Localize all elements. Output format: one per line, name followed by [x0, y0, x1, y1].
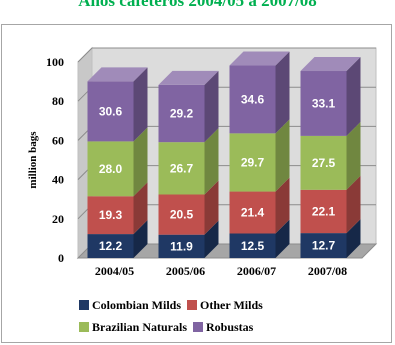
legend-row-1: Colombian Milds Other Milds — [79, 294, 369, 316]
bar-colombian-milds — [229, 233, 276, 258]
legend-label-brazilian-naturals: Brazilian Naturals — [92, 319, 187, 334]
bar-top-robustas — [300, 57, 361, 72]
bar-other-milds — [87, 196, 134, 235]
data-label: 30.6 — [99, 104, 123, 118]
data-label: 29.7 — [241, 155, 265, 169]
chart-legend: Colombian Milds Other Milds Brazilian Na… — [79, 294, 369, 338]
legend-item-other-milds: Other Milds — [187, 298, 263, 313]
gridline — [77, 47, 376, 63]
data-label: 11.9 — [170, 239, 193, 253]
bar-side-robustas — [204, 70, 219, 143]
y-tick-label: 0 — [58, 251, 64, 265]
legend-swatch-brazilian-naturals — [79, 322, 89, 332]
bar-side-brazilian-naturals — [346, 121, 361, 190]
bar-side-colombian-milds — [275, 219, 290, 258]
legend-label-robustas: Robustas — [206, 319, 254, 334]
data-label: 12.7 — [312, 239, 336, 253]
bar-top-robustas — [87, 67, 148, 82]
y-tick-label: 40 — [52, 173, 64, 187]
legend-row-2: Brazilian Naturals Robustas — [79, 316, 369, 338]
data-label: 34.6 — [241, 92, 265, 106]
data-label: 33.1 — [312, 96, 336, 110]
bar-top-robustas — [158, 70, 219, 85]
bar-other-milds — [158, 194, 205, 235]
bar-side-brazilian-naturals — [275, 119, 290, 192]
x-tick-label: 2007/08 — [308, 264, 347, 278]
data-label: 26.7 — [170, 161, 194, 175]
bar-side-other-milds — [346, 175, 361, 234]
bar-side-colombian-milds — [133, 220, 148, 258]
bar-side-other-milds — [275, 177, 290, 234]
bar-top-robustas — [229, 51, 290, 66]
bar-colombian-milds — [158, 234, 205, 258]
data-label: 19.3 — [99, 208, 123, 222]
bar-side-robustas — [275, 51, 290, 134]
legend-swatch-other-milds — [187, 300, 198, 310]
data-label: 27.5 — [312, 156, 336, 170]
bar-side-other-milds — [204, 180, 219, 235]
chart-title: Años cafeteros 2004/05 a 2007/08 — [78, 0, 317, 10]
data-label: 22.1 — [312, 204, 336, 218]
bar-brazilian-naturals — [300, 135, 347, 190]
legend-item-robustas: Robustas — [193, 320, 253, 335]
data-label: 12.2 — [99, 239, 123, 253]
bar-side-other-milds — [133, 182, 148, 235]
bar-side-brazilian-naturals — [204, 128, 219, 195]
bar-robustas — [300, 71, 347, 136]
y-axis-label: million bags — [27, 131, 39, 189]
y-tick-label: 60 — [52, 133, 64, 147]
x-tick-label: 2004/05 — [95, 264, 134, 278]
bar-side-robustas — [346, 57, 361, 136]
bar-other-milds — [229, 191, 276, 234]
legend-label-other-milds: Other Milds — [200, 297, 263, 312]
bar-other-milds — [300, 189, 347, 234]
bar-colombian-milds — [300, 233, 347, 258]
bar-colombian-milds — [87, 234, 134, 258]
bar-side-brazilian-naturals — [133, 127, 148, 197]
bar-robustas — [87, 81, 134, 142]
bar-brazilian-naturals — [229, 133, 276, 192]
bar-side-colombian-milds — [204, 220, 219, 258]
bar-brazilian-naturals — [158, 142, 205, 195]
data-label: 21.4 — [241, 206, 265, 220]
legend-item-colombian-milds: Colombian Milds — [79, 298, 181, 313]
bar-robustas — [229, 65, 276, 134]
bar-side-colombian-milds — [346, 219, 361, 258]
bar-brazilian-naturals — [87, 141, 134, 197]
data-label: 29.2 — [170, 107, 194, 121]
legend-swatch-colombian-milds — [79, 300, 89, 310]
legend-swatch-robustas — [193, 322, 203, 332]
data-label: 28.0 — [99, 162, 123, 176]
y-tick-label: 80 — [52, 94, 64, 108]
data-label: 12.5 — [241, 239, 265, 253]
legend-item-brazilian-naturals: Brazilian Naturals — [79, 320, 187, 335]
data-label: 20.5 — [170, 208, 194, 222]
legend-label-colombian-milds: Colombian Milds — [92, 297, 182, 312]
y-tick-label: 20 — [52, 212, 64, 226]
x-tick-label: 2005/06 — [166, 264, 205, 278]
bar-side-robustas — [133, 67, 148, 142]
y-tick-label: 100 — [46, 55, 64, 69]
bar-robustas — [158, 84, 205, 143]
x-tick-label: 2006/07 — [237, 264, 276, 278]
